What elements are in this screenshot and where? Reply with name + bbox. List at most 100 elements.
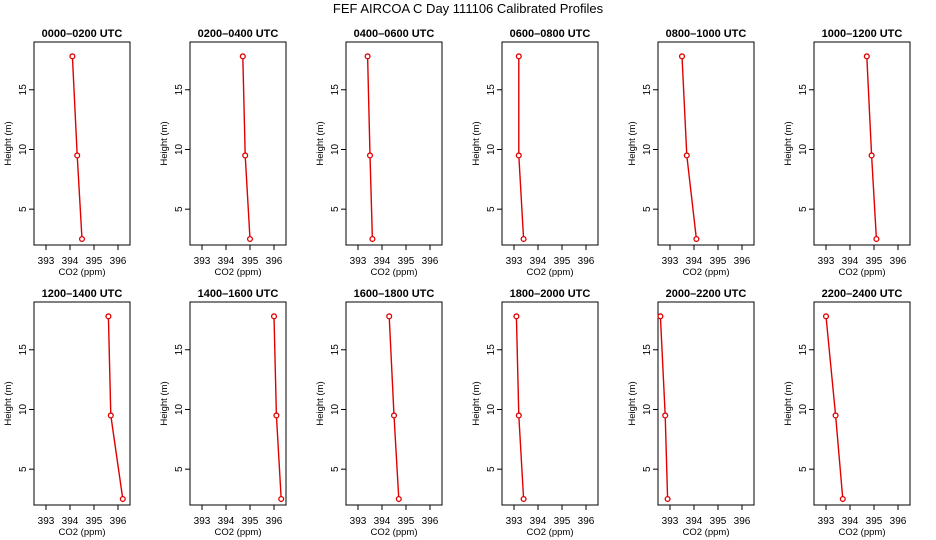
profile-line — [825, 316, 844, 500]
profile-point — [839, 495, 846, 503]
x-tick-label: 394 — [686, 256, 703, 267]
x-tick-label: 396 — [266, 516, 283, 527]
plot-frame — [33, 301, 131, 506]
y-tick-label: 15 — [486, 84, 497, 96]
x-tick-label: 393 — [818, 256, 835, 267]
figure-title: FEF AIRCOA C Day 111106 Calibrated Profi… — [333, 1, 604, 16]
panel-title: 1000–1200 UTC — [822, 28, 903, 40]
x-tick-label: 394 — [530, 516, 547, 527]
profile-point — [683, 152, 690, 159]
x-tick-label: 396 — [734, 516, 751, 527]
y-axis-label: Height (m) — [471, 381, 482, 425]
plot-frame — [345, 41, 443, 246]
profile-point — [664, 495, 671, 503]
profile-point — [678, 53, 686, 60]
y-tick-label: 15 — [18, 84, 29, 96]
panel-6: 1000–1200 UTC 393 394 395 396 CO2 (ppm) 5 10 15 H… — [783, 28, 911, 278]
y-tick-label: 5 — [18, 206, 29, 212]
y-axis-label: Height (m) — [783, 381, 794, 425]
profile-point — [119, 495, 126, 503]
y-tick-label: 15 — [18, 344, 29, 356]
plot-frame — [813, 41, 911, 246]
y-tick-label: 10 — [174, 403, 185, 415]
panel-title: 1400–1600 UTC — [198, 288, 279, 300]
profile-line — [71, 56, 83, 240]
profile-point — [246, 235, 254, 243]
x-axis-label: CO2 (ppm) — [59, 527, 106, 538]
profile-line — [518, 56, 525, 240]
panel-10: 1800–2000 UTC 393 394 395 396 CO2 (ppm) 5 10 15 H… — [471, 288, 599, 538]
x-axis-label: CO2 (ppm) — [527, 527, 574, 538]
x-tick-label: 395 — [710, 516, 727, 527]
profile-line — [681, 56, 698, 240]
profile-point — [873, 235, 880, 243]
profile-point — [364, 53, 371, 60]
x-tick-label: 396 — [110, 256, 127, 267]
x-tick-label: 393 — [350, 516, 367, 527]
profile-line — [659, 316, 669, 500]
profile-line — [107, 316, 124, 500]
x-axis-label: CO2 (ppm) — [215, 267, 262, 278]
x-tick-label: 393 — [350, 256, 367, 267]
profile-point — [390, 412, 398, 419]
x-tick-label: 393 — [38, 256, 55, 267]
profile-point — [520, 235, 527, 243]
profile-point — [515, 412, 522, 419]
x-axis-label: CO2 (ppm) — [839, 267, 886, 278]
profile-point — [369, 235, 376, 243]
y-tick-label: 10 — [798, 403, 809, 415]
y-tick-label: 10 — [486, 403, 497, 415]
profile-point — [69, 53, 76, 60]
y-tick-label: 15 — [174, 84, 185, 96]
x-tick-label: 395 — [242, 516, 259, 527]
profile-line — [866, 56, 878, 240]
panel-3: 0400–0600 UTC 393 394 395 396 CO2 (ppm) 5 10 15 H… — [315, 28, 443, 278]
y-tick-label: 10 — [642, 143, 653, 155]
y-axis-label: Height (m) — [159, 121, 170, 165]
panel-title: 2000–2200 UTC — [666, 288, 747, 300]
y-axis-label: Height (m) — [159, 381, 170, 425]
panel-title: 0800–1000 UTC — [666, 28, 747, 40]
profile-point — [386, 313, 393, 320]
x-tick-label: 393 — [662, 516, 679, 527]
x-tick-label: 393 — [194, 516, 211, 527]
x-tick-label: 395 — [554, 256, 571, 267]
x-tick-label: 395 — [866, 256, 883, 267]
x-tick-label: 396 — [110, 516, 127, 527]
profile-line — [273, 316, 282, 500]
y-tick-label: 10 — [798, 143, 809, 155]
y-tick-label: 5 — [642, 206, 653, 212]
profile-point — [239, 53, 246, 60]
plot-frame — [657, 41, 755, 246]
y-axis-label: Height (m) — [627, 381, 638, 425]
y-tick-label: 10 — [18, 143, 29, 155]
x-tick-label: 395 — [554, 516, 571, 527]
x-tick-label: 393 — [506, 516, 523, 527]
y-tick-label: 5 — [486, 206, 497, 212]
x-tick-label: 394 — [62, 256, 79, 267]
x-tick-label: 393 — [38, 516, 55, 527]
profile-point — [78, 235, 86, 243]
profile-line — [242, 56, 251, 240]
plot-frame — [657, 301, 755, 506]
y-tick-label: 5 — [642, 466, 653, 472]
x-axis-label: CO2 (ppm) — [527, 267, 574, 278]
profile-line — [388, 316, 400, 500]
y-tick-label: 15 — [174, 344, 185, 356]
x-axis-label: CO2 (ppm) — [59, 267, 106, 278]
x-tick-label: 394 — [686, 516, 703, 527]
x-tick-label: 393 — [818, 516, 835, 527]
plot-frame — [501, 301, 599, 506]
x-axis-label: CO2 (ppm) — [371, 267, 418, 278]
y-tick-label: 15 — [330, 344, 341, 356]
profile-point — [242, 152, 249, 159]
y-axis-label: Height (m) — [627, 121, 638, 165]
x-tick-label: 396 — [890, 256, 907, 267]
panel-8: 1400–1600 UTC 393 394 395 396 CO2 (ppm) 5 10 15 H… — [159, 288, 287, 538]
x-axis-label: CO2 (ppm) — [839, 527, 886, 538]
profile-point — [515, 53, 522, 60]
y-tick-label: 5 — [330, 466, 341, 472]
y-tick-label: 5 — [174, 466, 185, 472]
x-tick-label: 394 — [218, 516, 235, 527]
